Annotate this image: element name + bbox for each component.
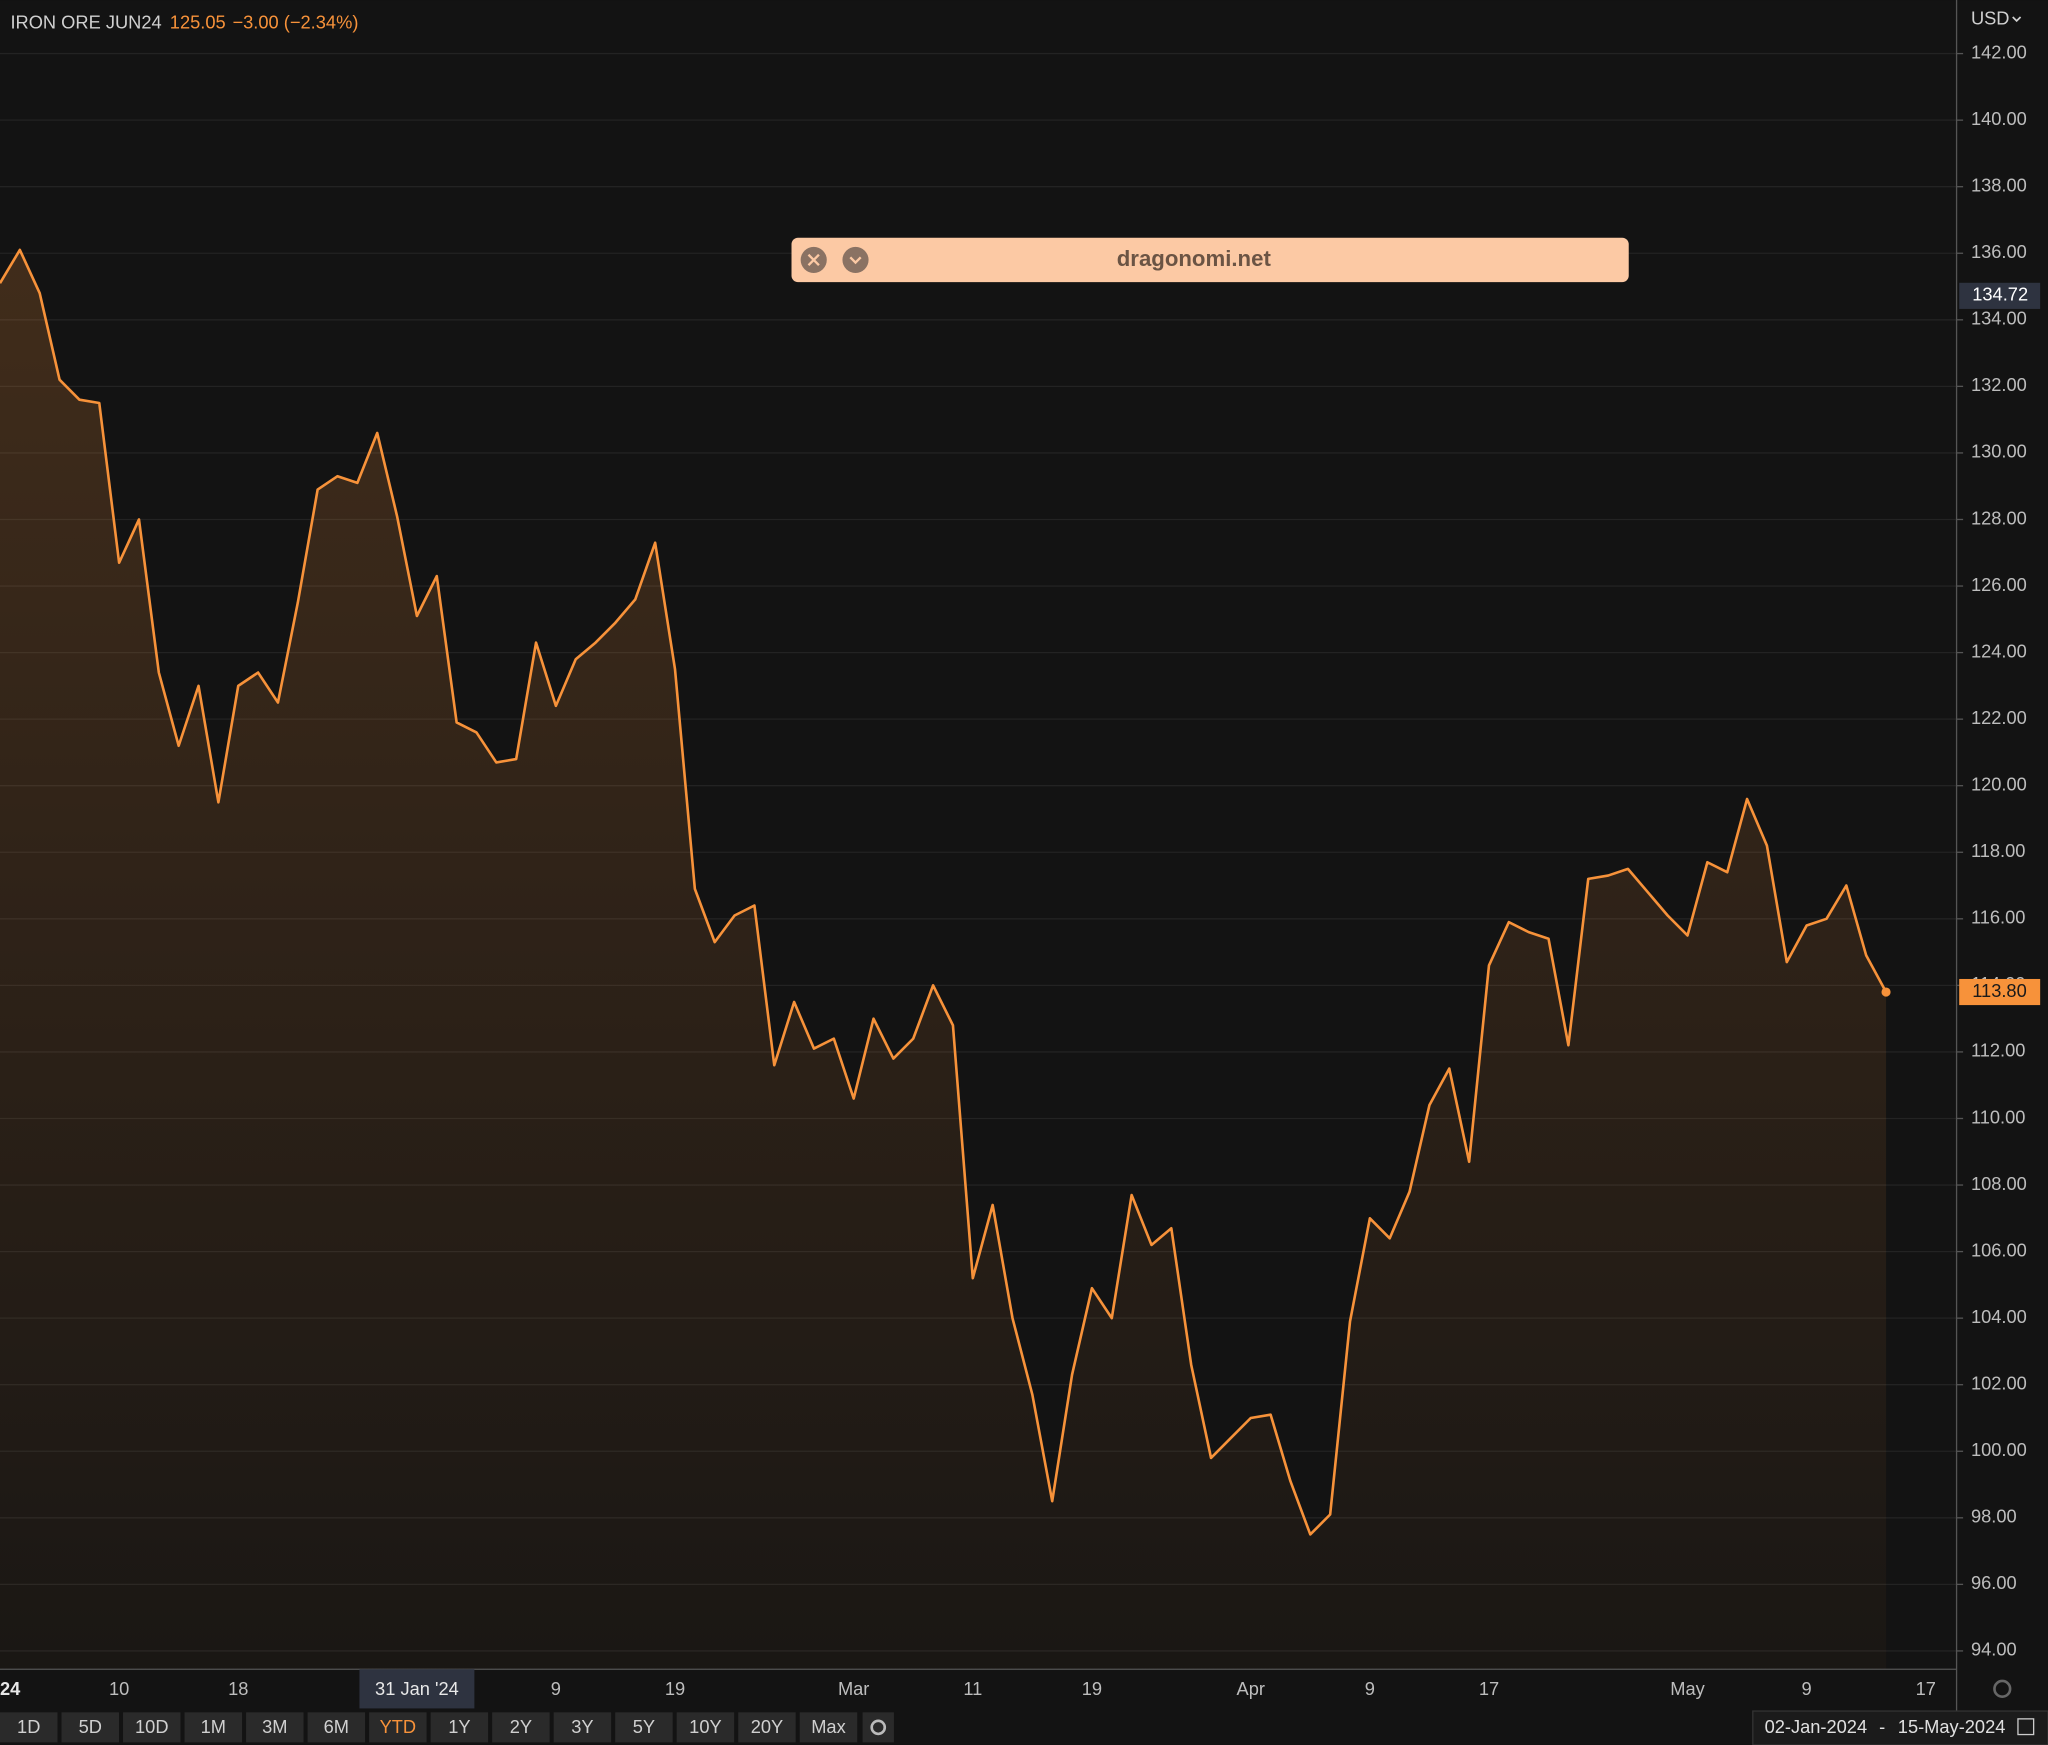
y-tick-label: 128.00 xyxy=(1971,507,2027,528)
range-button[interactable] xyxy=(123,1712,181,1743)
range-button[interactable] xyxy=(799,1712,858,1743)
range-button-label[interactable]: YTD xyxy=(380,1716,417,1737)
crosshair-y-box xyxy=(1959,282,2041,309)
y-tick-label: 108.00 xyxy=(1971,1173,2027,1194)
y-tick-label: 102.00 xyxy=(1971,1373,2027,1394)
range-button-label[interactable]: 3M xyxy=(262,1716,287,1737)
banner: dragonomi.net xyxy=(791,237,1629,283)
range-button[interactable] xyxy=(430,1712,489,1743)
last-price-label: 113.80 xyxy=(1972,980,2027,1001)
y-tick-label: 94.00 xyxy=(1971,1639,2017,1660)
date-from[interactable]: 02-Jan-2024 xyxy=(1765,1716,1868,1737)
symbol: IRON ORE JUN24 xyxy=(10,11,161,32)
y-tick-label: 112.00 xyxy=(1971,1040,2026,1061)
x-tick-label: 24 xyxy=(0,1678,21,1699)
x-tick-label: Mar xyxy=(838,1678,869,1699)
last-point xyxy=(1881,987,1891,997)
x-tick-label: 19 xyxy=(1082,1678,1102,1699)
range-button-label[interactable]: 1M xyxy=(201,1716,226,1737)
expand-icon xyxy=(849,256,862,265)
range-button-label[interactable]: 1D xyxy=(17,1716,40,1737)
y-tick-label: 98.00 xyxy=(1971,1506,2017,1527)
y-tick-label: 118.00 xyxy=(1971,840,2026,861)
range-button[interactable] xyxy=(553,1712,612,1743)
range-button-label[interactable]: 6M xyxy=(324,1716,349,1737)
x-tick-label: 10 xyxy=(109,1678,129,1699)
settings-gear[interactable] xyxy=(1993,1679,2012,1698)
range-button-label[interactable]: 10Y xyxy=(689,1716,722,1737)
x-tick-label: 9 xyxy=(1802,1678,1812,1699)
y-tick-label: 120.00 xyxy=(1971,774,2027,795)
price: 125.05 xyxy=(170,11,226,32)
y-tick-label: 96.00 xyxy=(1971,1572,2017,1593)
range-button[interactable] xyxy=(676,1712,735,1743)
range-button[interactable] xyxy=(246,1712,304,1743)
crosshair-x-box xyxy=(359,1669,475,1709)
y-tick-label: 110.00 xyxy=(1971,1106,2026,1127)
crosshair-x-label: 31 Jan '24 xyxy=(375,1678,459,1699)
range-button-label[interactable]: 10D xyxy=(135,1716,169,1737)
range-button[interactable] xyxy=(615,1712,673,1743)
y-tick-label: 134.00 xyxy=(1971,308,2027,329)
x-tick-label: 19 xyxy=(665,1678,685,1699)
date-separator: - xyxy=(1879,1716,1885,1737)
range-button[interactable] xyxy=(0,1712,58,1743)
price-line xyxy=(0,248,1888,1536)
range-button[interactable] xyxy=(492,1712,550,1743)
calendar-icon[interactable] xyxy=(2017,1718,2035,1736)
y-tick-label: 140.00 xyxy=(1971,108,2027,129)
settings-icon[interactable] xyxy=(1993,1679,2012,1698)
y-tick-label: 136.00 xyxy=(1971,241,2027,262)
range-button-label[interactable]: Max xyxy=(811,1716,846,1737)
y-tick-label: 142.00 xyxy=(1971,41,2027,62)
range-button-label[interactable]: 20Y xyxy=(751,1716,784,1737)
chart-settings-icon[interactable] xyxy=(870,1719,887,1736)
range-button-label[interactable]: 5D xyxy=(79,1716,102,1737)
range-button[interactable] xyxy=(369,1712,427,1743)
last-price-box xyxy=(1959,978,2041,1006)
y-tick-label: 122.00 xyxy=(1971,707,2027,728)
range-button-label[interactable]: 3Y xyxy=(571,1716,593,1737)
area-fill xyxy=(0,249,1887,1670)
x-tick-label: 17 xyxy=(1916,1678,1936,1699)
expand-button[interactable] xyxy=(842,246,869,273)
range-button-label[interactable]: 2Y xyxy=(510,1716,532,1737)
range-button-label[interactable]: 5Y xyxy=(633,1716,655,1737)
x-tick-label: 9 xyxy=(1365,1678,1375,1699)
x-tick-label: Apr xyxy=(1237,1678,1265,1699)
y-tick-label: 100.00 xyxy=(1971,1439,2027,1460)
x-tick-label: 9 xyxy=(551,1678,561,1699)
y-tick-label: 106.00 xyxy=(1971,1239,2027,1260)
crosshair-y-label: 134.72 xyxy=(1972,284,2028,305)
date-to[interactable]: 15-May-2024 xyxy=(1898,1716,2006,1737)
x-tick-label: 17 xyxy=(1479,1678,1499,1699)
y-tick-label: 130.00 xyxy=(1971,441,2027,462)
y-tick-label: 126.00 xyxy=(1971,574,2027,595)
range-button-label[interactable]: 1Y xyxy=(448,1716,470,1737)
chart-settings-button[interactable] xyxy=(862,1712,894,1743)
x-tick-label: May xyxy=(1670,1678,1705,1699)
close-icon xyxy=(807,253,820,266)
range-button[interactable] xyxy=(61,1712,119,1743)
banner-text: dragonomi.net xyxy=(1117,246,1272,271)
y-tick-label: 104.00 xyxy=(1971,1306,2027,1327)
range-button[interactable] xyxy=(307,1712,366,1743)
y-tick-label: 116.00 xyxy=(1971,907,2026,928)
y-tick-label: 138.00 xyxy=(1971,175,2027,196)
y-tick-label: 132.00 xyxy=(1971,374,2027,395)
x-tick-label: 18 xyxy=(228,1678,248,1699)
x-tick-label: 11 xyxy=(963,1678,982,1699)
change: −3.00 (−2.34%) xyxy=(232,11,358,32)
y-tick-label: 124.00 xyxy=(1971,640,2027,661)
banner-box xyxy=(791,237,1629,283)
currency[interactable]: USD xyxy=(1971,7,2010,28)
range-button[interactable] xyxy=(184,1712,243,1743)
currency-chevron[interactable] xyxy=(2012,16,2022,23)
range-button[interactable] xyxy=(738,1712,796,1743)
